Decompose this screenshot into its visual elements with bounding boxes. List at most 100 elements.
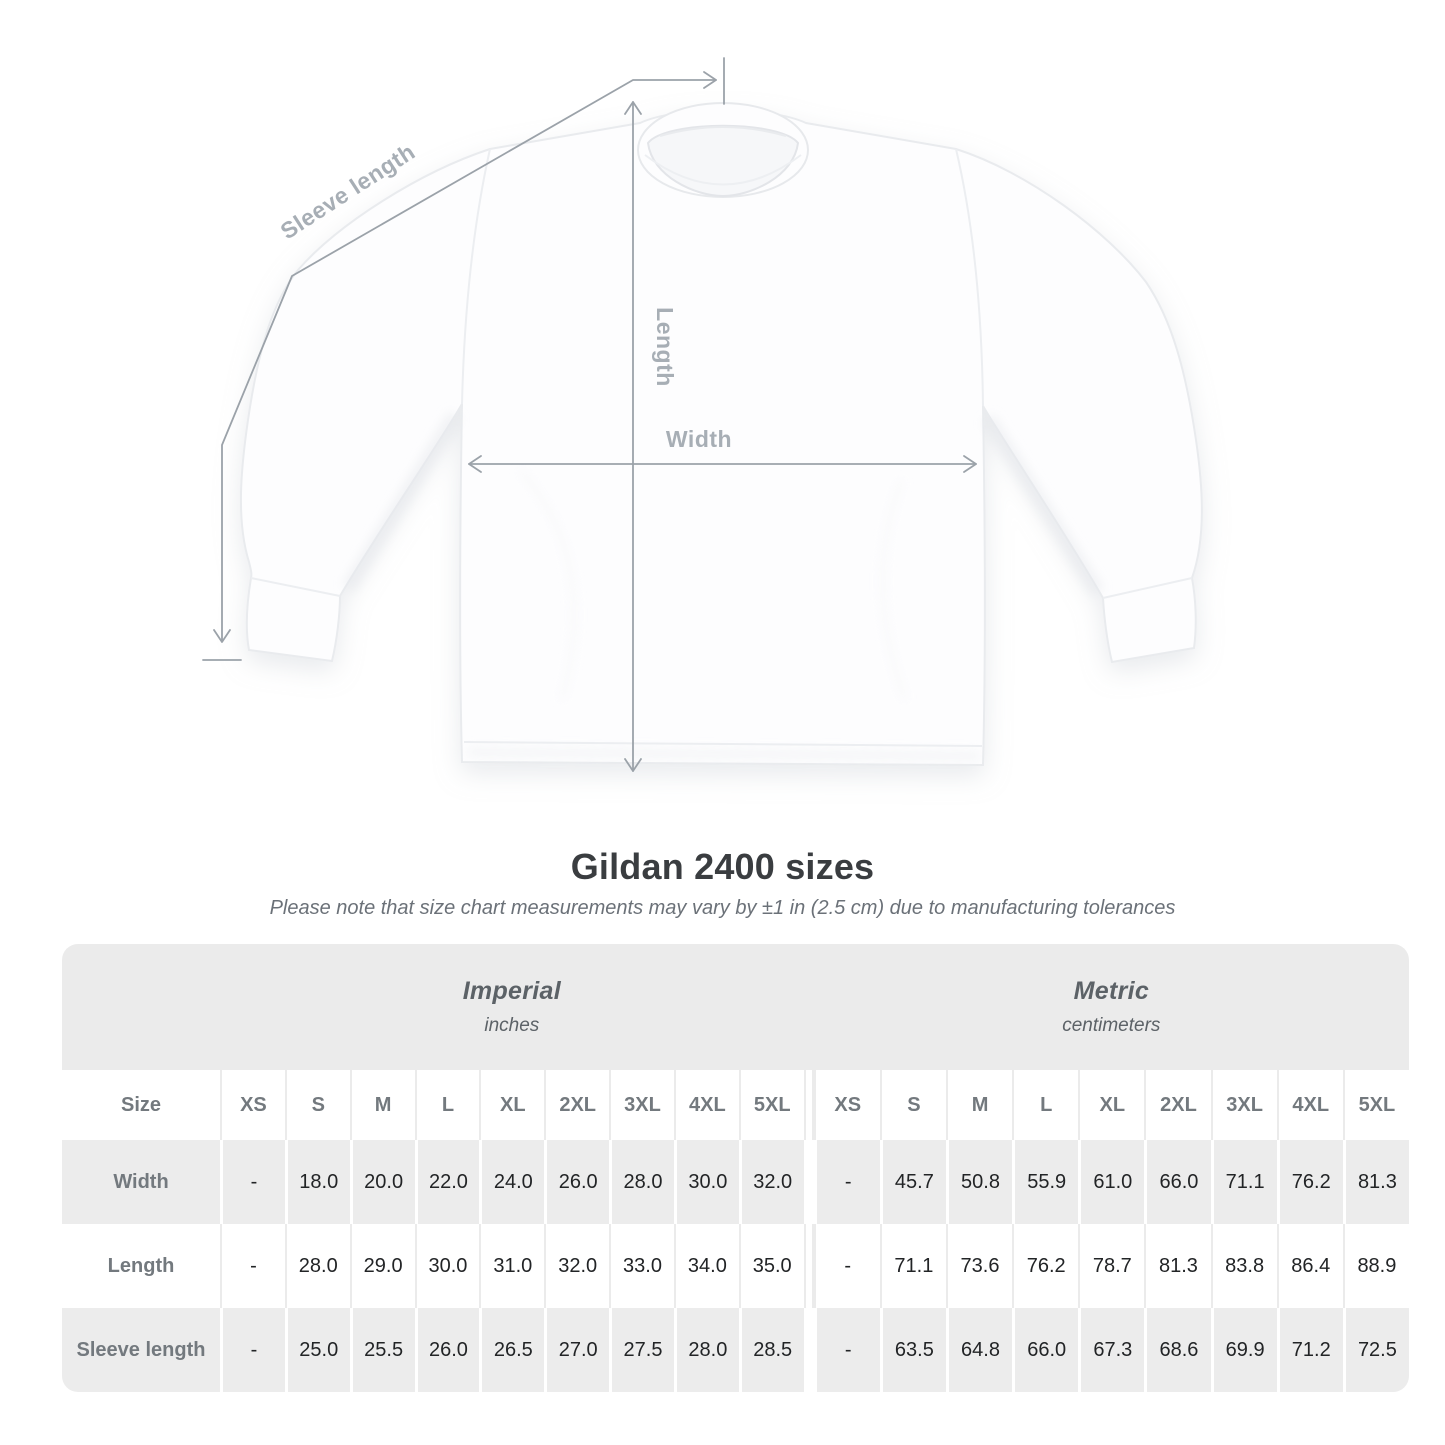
value-cell: - <box>813 1224 880 1308</box>
value-cell: 71.2 <box>1276 1308 1343 1392</box>
metric-section-header: Metric centimeters <box>814 977 1409 1037</box>
value-cell: 64.8 <box>945 1308 1012 1392</box>
size-col-header: XL <box>1078 1070 1144 1140</box>
value-cell: 22.0 <box>414 1140 480 1224</box>
value-cell: 78.7 <box>1078 1224 1144 1308</box>
value-cell: 27.5 <box>609 1308 674 1392</box>
value-cell: 26.5 <box>479 1308 544 1392</box>
imperial-section-header: Imperial inches <box>220 977 804 1037</box>
collar <box>637 102 809 198</box>
value-cell: 72.5 <box>1342 1308 1409 1392</box>
table-row: Width -18.0 20.0 22.0 24.0 26.0 28.0 30.0 32.0-… <box>62 1140 1409 1224</box>
value-cell: 27.0 <box>544 1308 609 1392</box>
value-cell: 29.0 <box>349 1224 415 1308</box>
size-col-header: L <box>414 1070 480 1140</box>
value-cell: 35.0 <box>738 1224 804 1308</box>
size-col-header: 4XL <box>1276 1070 1343 1140</box>
value-cell: 68.6 <box>1144 1308 1210 1392</box>
size-table: Imperial inches Metric centimeters Size … <box>62 944 1409 1392</box>
value-cell: 66.0 <box>1012 1308 1078 1392</box>
value-cell: 25.0 <box>284 1308 350 1392</box>
value-cell: 31.0 <box>479 1224 544 1308</box>
value-cell: 24.0 <box>479 1140 544 1224</box>
value-cell: 30.0 <box>414 1224 480 1308</box>
width-arrow <box>468 455 977 473</box>
value-cell: 33.0 <box>609 1224 674 1308</box>
value-cell: 26.0 <box>414 1308 480 1392</box>
long-sleeve-shirt <box>239 102 1203 767</box>
value-cell: 55.9 <box>1012 1140 1078 1224</box>
size-col-header: S <box>879 1070 946 1140</box>
imperial-title: Imperial <box>462 977 561 1005</box>
value-cell: 25.5 <box>349 1308 415 1392</box>
value-cell: 28.0 <box>284 1224 350 1308</box>
value-cell: 69.9 <box>1210 1308 1277 1392</box>
size-col-header: 2XL <box>544 1070 609 1140</box>
value-cell: 32.0 <box>544 1224 609 1308</box>
value-cell: 76.2 <box>1012 1224 1078 1308</box>
size-col-header: 5XL <box>738 1070 804 1140</box>
value-cell: 81.3 <box>1144 1224 1210 1308</box>
imperial-unit: inches <box>484 1015 540 1036</box>
value-cell: 81.3 <box>1342 1140 1409 1224</box>
value-cell: - <box>813 1140 880 1224</box>
heading: Gildan 2400 sizes Please note that size … <box>0 846 1445 920</box>
size-col-header: XS <box>220 1070 285 1140</box>
value-cell: - <box>220 1224 285 1308</box>
value-cell: 61.0 <box>1078 1140 1144 1224</box>
unit-section-band: Imperial inches Metric centimeters <box>62 944 1409 1070</box>
row-label-width: Width <box>113 1170 169 1193</box>
section-divider <box>803 1140 814 1224</box>
value-cell: - <box>220 1308 285 1392</box>
shirt-size-diagram: Sleeve length Length Width <box>202 57 1203 772</box>
value-cell: 71.1 <box>879 1224 946 1308</box>
value-cell: 50.8 <box>945 1140 1012 1224</box>
value-cell: 32.0 <box>738 1140 804 1224</box>
value-cell: 86.4 <box>1276 1224 1343 1308</box>
size-header-row: Size XS S M L XL 2XL 3XL 4XL 5XL XS S M L XL 2XL 3XL 4XL… <box>62 1070 1409 1140</box>
value-cell: 76.2 <box>1276 1140 1343 1224</box>
size-col-header: 5XL <box>1342 1070 1409 1140</box>
length-arrow <box>624 101 642 772</box>
metric-unit: centimeters <box>1062 1015 1161 1036</box>
size-col-header: 4XL <box>673 1070 739 1140</box>
size-col-header: S <box>284 1070 350 1140</box>
value-cell: 67.3 <box>1078 1308 1144 1392</box>
size-col-header: L <box>1012 1070 1078 1140</box>
value-cell: 28.5 <box>738 1308 804 1392</box>
value-cell: 18.0 <box>284 1140 350 1224</box>
section-divider <box>803 1224 814 1308</box>
value-cell: 20.0 <box>349 1140 415 1224</box>
value-cell: 63.5 <box>879 1308 946 1392</box>
size-col-header: M <box>945 1070 1012 1140</box>
value-cell: 71.1 <box>1210 1140 1277 1224</box>
table-row: Length -28.0 29.0 30.0 31.0 32.0 33.0 34.0 35.0… <box>62 1224 1409 1308</box>
size-col-header: XL <box>479 1070 544 1140</box>
value-cell: 88.9 <box>1342 1224 1409 1308</box>
value-cell: 83.8 <box>1210 1224 1277 1308</box>
page-subtitle: Please note that size chart measurements… <box>269 897 1176 919</box>
value-cell: 30.0 <box>673 1140 739 1224</box>
size-col-header: 3XL <box>609 1070 674 1140</box>
metric-title: Metric <box>1073 977 1150 1005</box>
size-col-header: M <box>349 1070 415 1140</box>
length-label: Length <box>652 307 678 387</box>
seams <box>250 148 1193 747</box>
size-col-header: XS <box>813 1070 880 1140</box>
page-title: Gildan 2400 sizes <box>570 846 875 887</box>
value-cell: 28.0 <box>673 1308 739 1392</box>
row-label-length: Length <box>107 1254 175 1277</box>
value-cell: 28.0 <box>609 1140 674 1224</box>
size-col-header: 2XL <box>1144 1070 1210 1140</box>
table-row: Sleeve length -25.0 25.5 26.0 26.5 27.0 27.5 2… <box>62 1308 1409 1392</box>
value-cell: 45.7 <box>879 1140 946 1224</box>
shirt-diagram-canvas: Sleeve length Length Width <box>202 57 1203 772</box>
size-col-header: 3XL <box>1210 1070 1277 1140</box>
value-cell: - <box>813 1308 880 1392</box>
value-cell: 66.0 <box>1144 1140 1210 1224</box>
width-label: Width <box>666 426 732 452</box>
value-cell: 26.0 <box>544 1140 609 1224</box>
value-cell: 73.6 <box>945 1224 1012 1308</box>
value-cell: - <box>220 1140 285 1224</box>
row-label-sleeve-length: Sleeve length <box>76 1338 206 1361</box>
